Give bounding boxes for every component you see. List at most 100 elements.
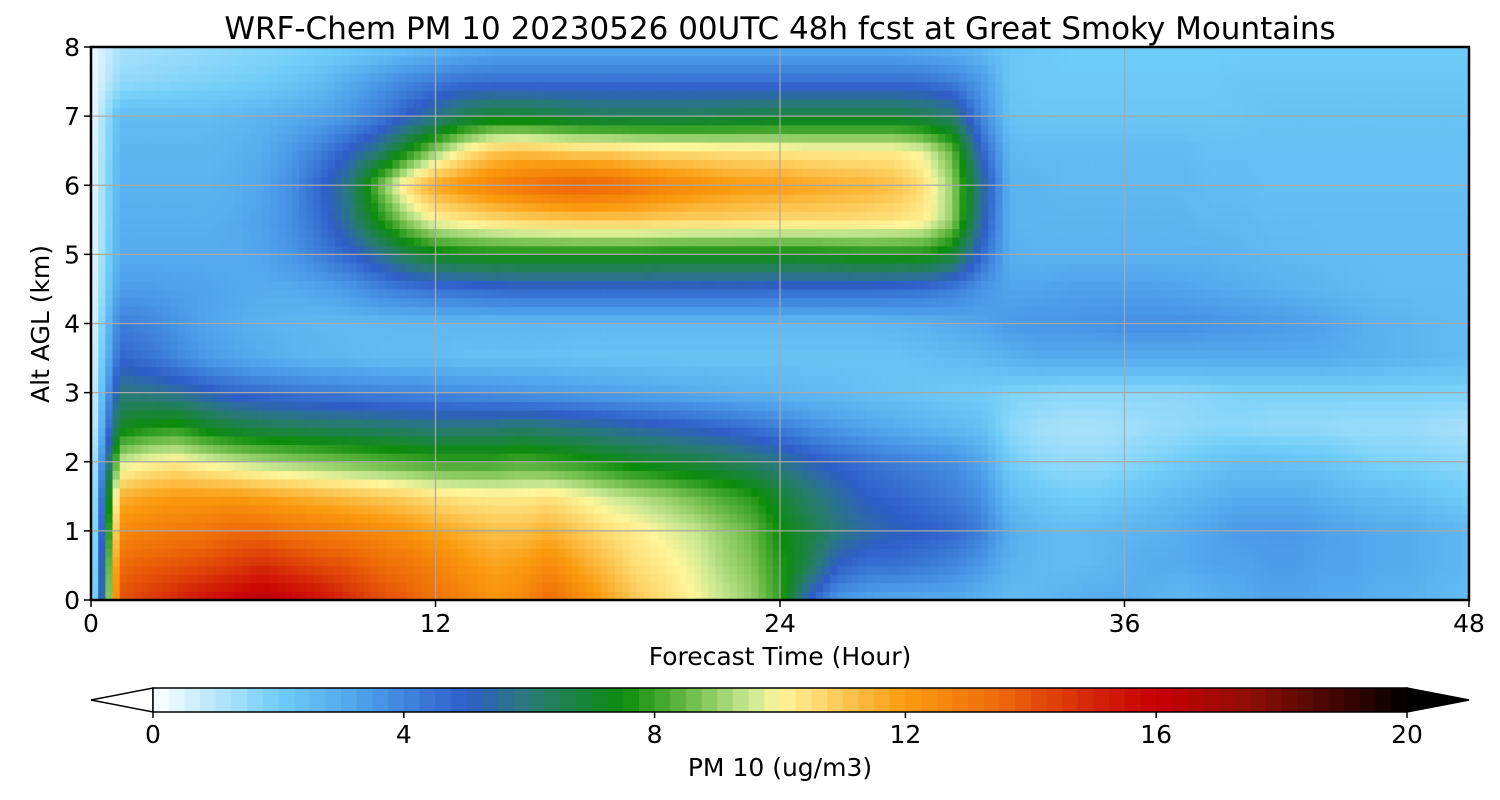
- heatmap-cell: [1311, 522, 1319, 532]
- heatmap-cell: [320, 522, 329, 532]
- heatmap-cell: [1067, 383, 1075, 394]
- heatmap-cell: [1067, 435, 1075, 446]
- heatmap-cell: [213, 582, 221, 592]
- heatmap-cell: [930, 427, 939, 437]
- heatmap-cell: [837, 522, 846, 532]
- heatmap-cell: [550, 513, 559, 523]
- heatmap-cell: [1189, 453, 1197, 463]
- heatmap-cell: [629, 530, 638, 541]
- heatmap-cell: [1325, 496, 1334, 506]
- heatmap-cell: [349, 504, 358, 515]
- heatmap-cell: [1160, 409, 1169, 420]
- heatmap-cell: [227, 401, 236, 411]
- heatmap-cell: [614, 409, 623, 420]
- heatmap-cell: [399, 591, 408, 601]
- heatmap-cell: [851, 401, 860, 411]
- heatmap-cell: [277, 461, 286, 471]
- heatmap-cell: [471, 383, 480, 394]
- heatmap-cell: [1002, 383, 1011, 394]
- heatmap-cell: [406, 556, 415, 567]
- heatmap-cell: [1196, 565, 1205, 575]
- heatmap-cell: [902, 461, 910, 471]
- heatmap-cell: [191, 444, 200, 454]
- heatmap-cell: [248, 513, 257, 523]
- heatmap-cell: [241, 461, 250, 471]
- heatmap-cell: [177, 401, 185, 411]
- heatmap-cell: [1174, 591, 1183, 601]
- heatmap-cell: [543, 401, 551, 411]
- heatmap-cell: [442, 522, 451, 532]
- heatmap-cell: [815, 487, 824, 497]
- heatmap-cell: [858, 435, 867, 446]
- heatmap-cell: [1411, 513, 1420, 523]
- heatmap-cell: [579, 444, 587, 454]
- heatmap-cell: [1253, 582, 1262, 592]
- heatmap-cell: [1210, 556, 1219, 567]
- heatmap-cell: [299, 435, 307, 446]
- heatmap-cell: [177, 375, 185, 385]
- heatmap-cell: [478, 548, 487, 558]
- heatmap-cell: [973, 375, 982, 385]
- heatmap-cell: [794, 453, 803, 463]
- heatmap-cell: [966, 548, 975, 558]
- plot-area: [89, 45, 1471, 602]
- heatmap-cell: [571, 565, 580, 575]
- heatmap-cell: [665, 409, 673, 420]
- heatmap-cell: [492, 435, 501, 446]
- heatmap-cell: [715, 479, 724, 489]
- heatmap-cell: [1124, 375, 1133, 385]
- heatmap-cell: [1246, 548, 1255, 558]
- heatmap-cell: [1131, 496, 1140, 506]
- heatmap-cell: [1117, 392, 1126, 402]
- heatmap-cell: [830, 461, 839, 471]
- heatmap-cell: [1002, 444, 1011, 454]
- heatmap-cell: [679, 444, 688, 454]
- heatmap-cell: [772, 487, 781, 497]
- heatmap-cell: [1282, 427, 1291, 437]
- heatmap-cell: [701, 461, 709, 471]
- heatmap-cell: [1210, 461, 1219, 471]
- heatmap-cell: [665, 582, 673, 592]
- heatmap-cell: [629, 496, 638, 506]
- heatmap-cell: [356, 496, 365, 506]
- heatmap-cell: [636, 427, 645, 437]
- heatmap-cell: [1016, 582, 1025, 592]
- heatmap-cell: [966, 574, 975, 584]
- heatmap-cell: [686, 530, 695, 541]
- heatmap-cell: [557, 548, 566, 558]
- heatmap-cell: [916, 513, 925, 523]
- heatmap-cell: [449, 591, 458, 601]
- heatmap-cell: [1404, 453, 1413, 463]
- heatmap-cell: [299, 470, 307, 480]
- heatmap-cell: [241, 487, 250, 497]
- heatmap-cell: [1332, 556, 1341, 567]
- heatmap-cell: [1368, 453, 1377, 463]
- heatmap-cell: [428, 582, 437, 592]
- heatmap-cell: [708, 591, 717, 601]
- heatmap-cell: [119, 418, 128, 428]
- heatmap-cell: [162, 574, 171, 584]
- heatmap-cell: [815, 582, 824, 592]
- heatmap-cell: [1045, 479, 1054, 489]
- heatmap-cell: [421, 461, 429, 471]
- heatmap-cell: [729, 565, 738, 575]
- heatmap-cell: [284, 504, 293, 515]
- heatmap-cell: [1002, 479, 1011, 489]
- heatmap-cell: [765, 513, 774, 523]
- heatmap-cell: [550, 392, 559, 402]
- heatmap-cell: [464, 565, 472, 575]
- heatmap-cell: [1081, 548, 1090, 558]
- heatmap-cell: [327, 479, 336, 489]
- heatmap-cell: [729, 479, 738, 489]
- heatmap-cell: [980, 392, 989, 402]
- heatmap-cell: [1447, 444, 1456, 454]
- heatmap-cell: [1095, 539, 1104, 549]
- heatmap-cell: [435, 392, 444, 402]
- heatmap-cell: [1016, 513, 1025, 523]
- heatmap-cell: [1124, 383, 1133, 394]
- heatmap-cell: [1232, 401, 1240, 411]
- heatmap-cell: [284, 582, 293, 592]
- heatmap-cell: [1454, 409, 1463, 420]
- heatmap-cell: [643, 453, 652, 463]
- heatmap-cell: [1433, 444, 1441, 454]
